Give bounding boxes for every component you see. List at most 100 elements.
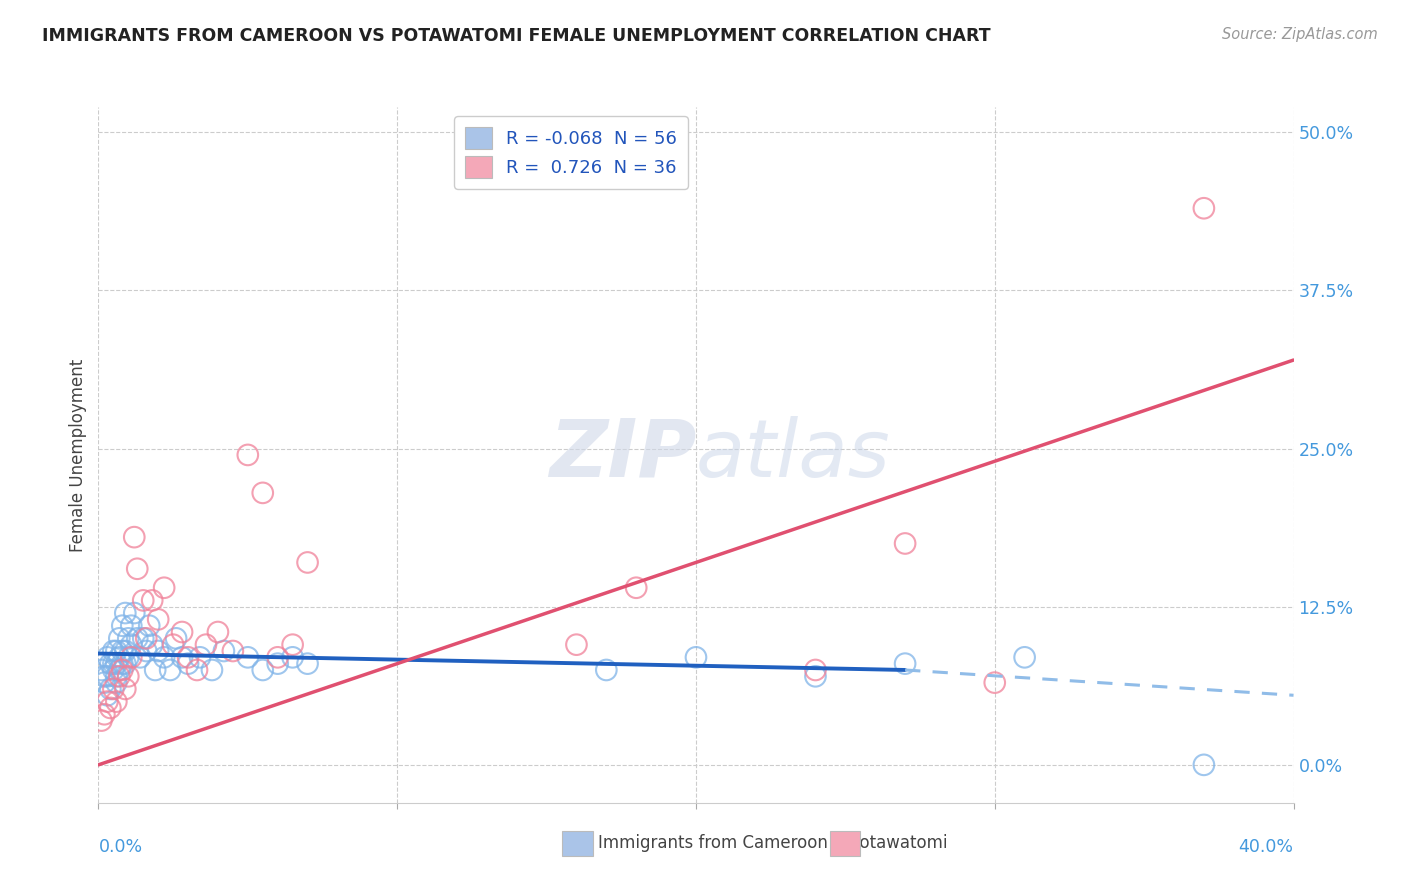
- Legend: R = -0.068  N = 56, R =  0.726  N = 36: R = -0.068 N = 56, R = 0.726 N = 36: [454, 116, 688, 189]
- Point: [129, 650, 152, 665]
- Point: [93, 669, 115, 683]
- Point: [626, 581, 648, 595]
- Point: [103, 681, 125, 696]
- Point: [96, 688, 118, 702]
- Text: Immigrants from Cameroon: Immigrants from Cameroon: [598, 834, 827, 852]
- Point: [103, 644, 125, 658]
- Point: [96, 695, 118, 709]
- Point: [195, 638, 218, 652]
- Point: [93, 675, 115, 690]
- Point: [100, 701, 122, 715]
- Point: [177, 650, 200, 665]
- Point: [222, 644, 245, 658]
- Point: [100, 681, 122, 696]
- Point: [111, 663, 134, 677]
- Point: [127, 562, 149, 576]
- Point: [148, 644, 170, 658]
- Point: [894, 657, 917, 671]
- Point: [108, 669, 131, 683]
- Point: [1014, 650, 1036, 665]
- Point: [108, 632, 131, 646]
- Point: [124, 606, 146, 620]
- Point: [153, 581, 176, 595]
- Point: [201, 663, 224, 677]
- Point: [141, 638, 163, 652]
- Point: [804, 663, 827, 677]
- Point: [177, 657, 200, 671]
- Point: [105, 695, 128, 709]
- Point: [105, 644, 128, 658]
- Point: [127, 632, 149, 646]
- Point: [96, 669, 118, 683]
- Point: [111, 644, 134, 658]
- Point: [172, 650, 194, 665]
- Text: 40.0%: 40.0%: [1239, 838, 1294, 856]
- Point: [1192, 757, 1215, 772]
- Point: [111, 618, 134, 632]
- Point: [108, 650, 131, 665]
- Point: [108, 663, 131, 677]
- Point: [93, 707, 115, 722]
- Point: [90, 663, 112, 677]
- Point: [281, 638, 304, 652]
- Point: [105, 657, 128, 671]
- Point: [297, 556, 319, 570]
- Point: [132, 593, 155, 607]
- Point: [103, 657, 125, 671]
- Point: [267, 650, 290, 665]
- Point: [252, 663, 274, 677]
- Point: [96, 650, 118, 665]
- Text: IMMIGRANTS FROM CAMEROON VS POTAWATOMI FEMALE UNEMPLOYMENT CORRELATION CHART: IMMIGRANTS FROM CAMEROON VS POTAWATOMI F…: [42, 27, 991, 45]
- Point: [894, 536, 917, 550]
- Point: [297, 657, 319, 671]
- Text: atlas: atlas: [696, 416, 891, 494]
- Point: [236, 650, 259, 665]
- Point: [804, 669, 827, 683]
- Point: [148, 612, 170, 626]
- Point: [565, 638, 588, 652]
- Point: [153, 650, 176, 665]
- Point: [114, 606, 136, 620]
- Point: [120, 650, 142, 665]
- Point: [105, 669, 128, 683]
- Point: [114, 681, 136, 696]
- Point: [90, 714, 112, 728]
- Point: [252, 486, 274, 500]
- Point: [135, 632, 157, 646]
- Point: [207, 625, 229, 640]
- Point: [135, 644, 157, 658]
- Point: [141, 593, 163, 607]
- Point: [685, 650, 707, 665]
- Point: [162, 638, 184, 652]
- Point: [120, 618, 142, 632]
- Point: [159, 663, 181, 677]
- Point: [117, 669, 139, 683]
- Point: [281, 650, 304, 665]
- Y-axis label: Female Unemployment: Female Unemployment: [69, 359, 87, 551]
- Point: [132, 632, 155, 646]
- Point: [138, 618, 160, 632]
- Point: [124, 530, 146, 544]
- Point: [1192, 201, 1215, 215]
- Point: [267, 657, 290, 671]
- Point: [236, 448, 259, 462]
- Point: [111, 657, 134, 671]
- Point: [120, 638, 142, 652]
- Text: Potawatomi: Potawatomi: [851, 834, 948, 852]
- Text: ZIP: ZIP: [548, 416, 696, 494]
- Point: [984, 675, 1007, 690]
- Point: [105, 675, 128, 690]
- Text: 0.0%: 0.0%: [98, 838, 142, 856]
- Point: [114, 644, 136, 658]
- Point: [114, 657, 136, 671]
- Point: [117, 650, 139, 665]
- Point: [100, 657, 122, 671]
- Point: [212, 644, 235, 658]
- Point: [188, 650, 211, 665]
- Point: [172, 625, 194, 640]
- Point: [165, 632, 187, 646]
- Point: [103, 663, 125, 677]
- Text: Source: ZipAtlas.com: Source: ZipAtlas.com: [1222, 27, 1378, 42]
- Point: [186, 663, 208, 677]
- Point: [595, 663, 617, 677]
